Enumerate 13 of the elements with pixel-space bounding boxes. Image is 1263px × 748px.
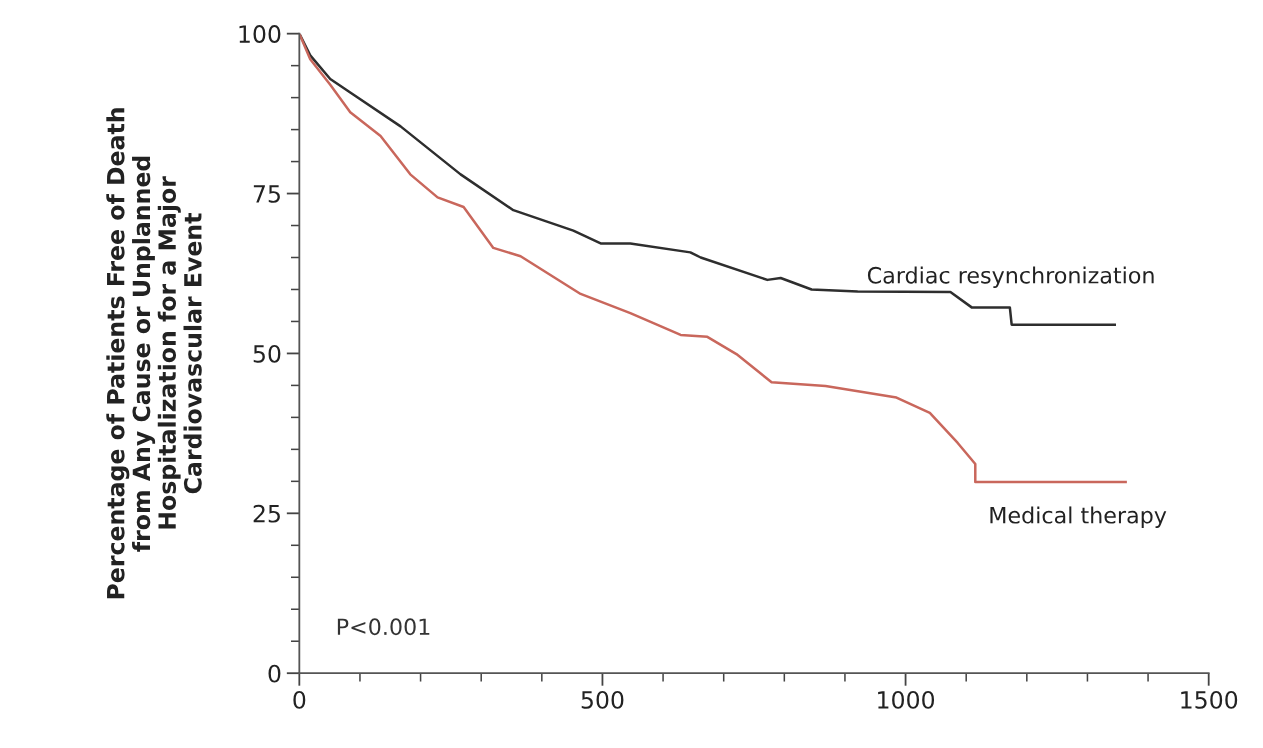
- y-tick-label: 25: [253, 504, 280, 523]
- y-axis-title: Percentage of Patients Free of Death from Any Cause or Unplanned Hospitalization for a Major Cardiovascular Event: [106, 108, 202, 599]
- y-tick-label: 0: [268, 664, 281, 683]
- x-tick-label: 500: [581, 690, 624, 709]
- y-tick-label: 100: [239, 25, 281, 43]
- y-tick-label: 75: [253, 185, 280, 203]
- annotation: P<0.001: [337, 618, 430, 636]
- x-tick-label: 1500: [1181, 690, 1238, 709]
- x-tick-label: 0: [293, 690, 306, 709]
- x-tick-label: 1000: [878, 690, 935, 709]
- series-label: Medical therapy: [990, 506, 1167, 528]
- series-label: Cardiac resynchronization: [867, 266, 1154, 288]
- y-tick-label: 50: [253, 344, 281, 363]
